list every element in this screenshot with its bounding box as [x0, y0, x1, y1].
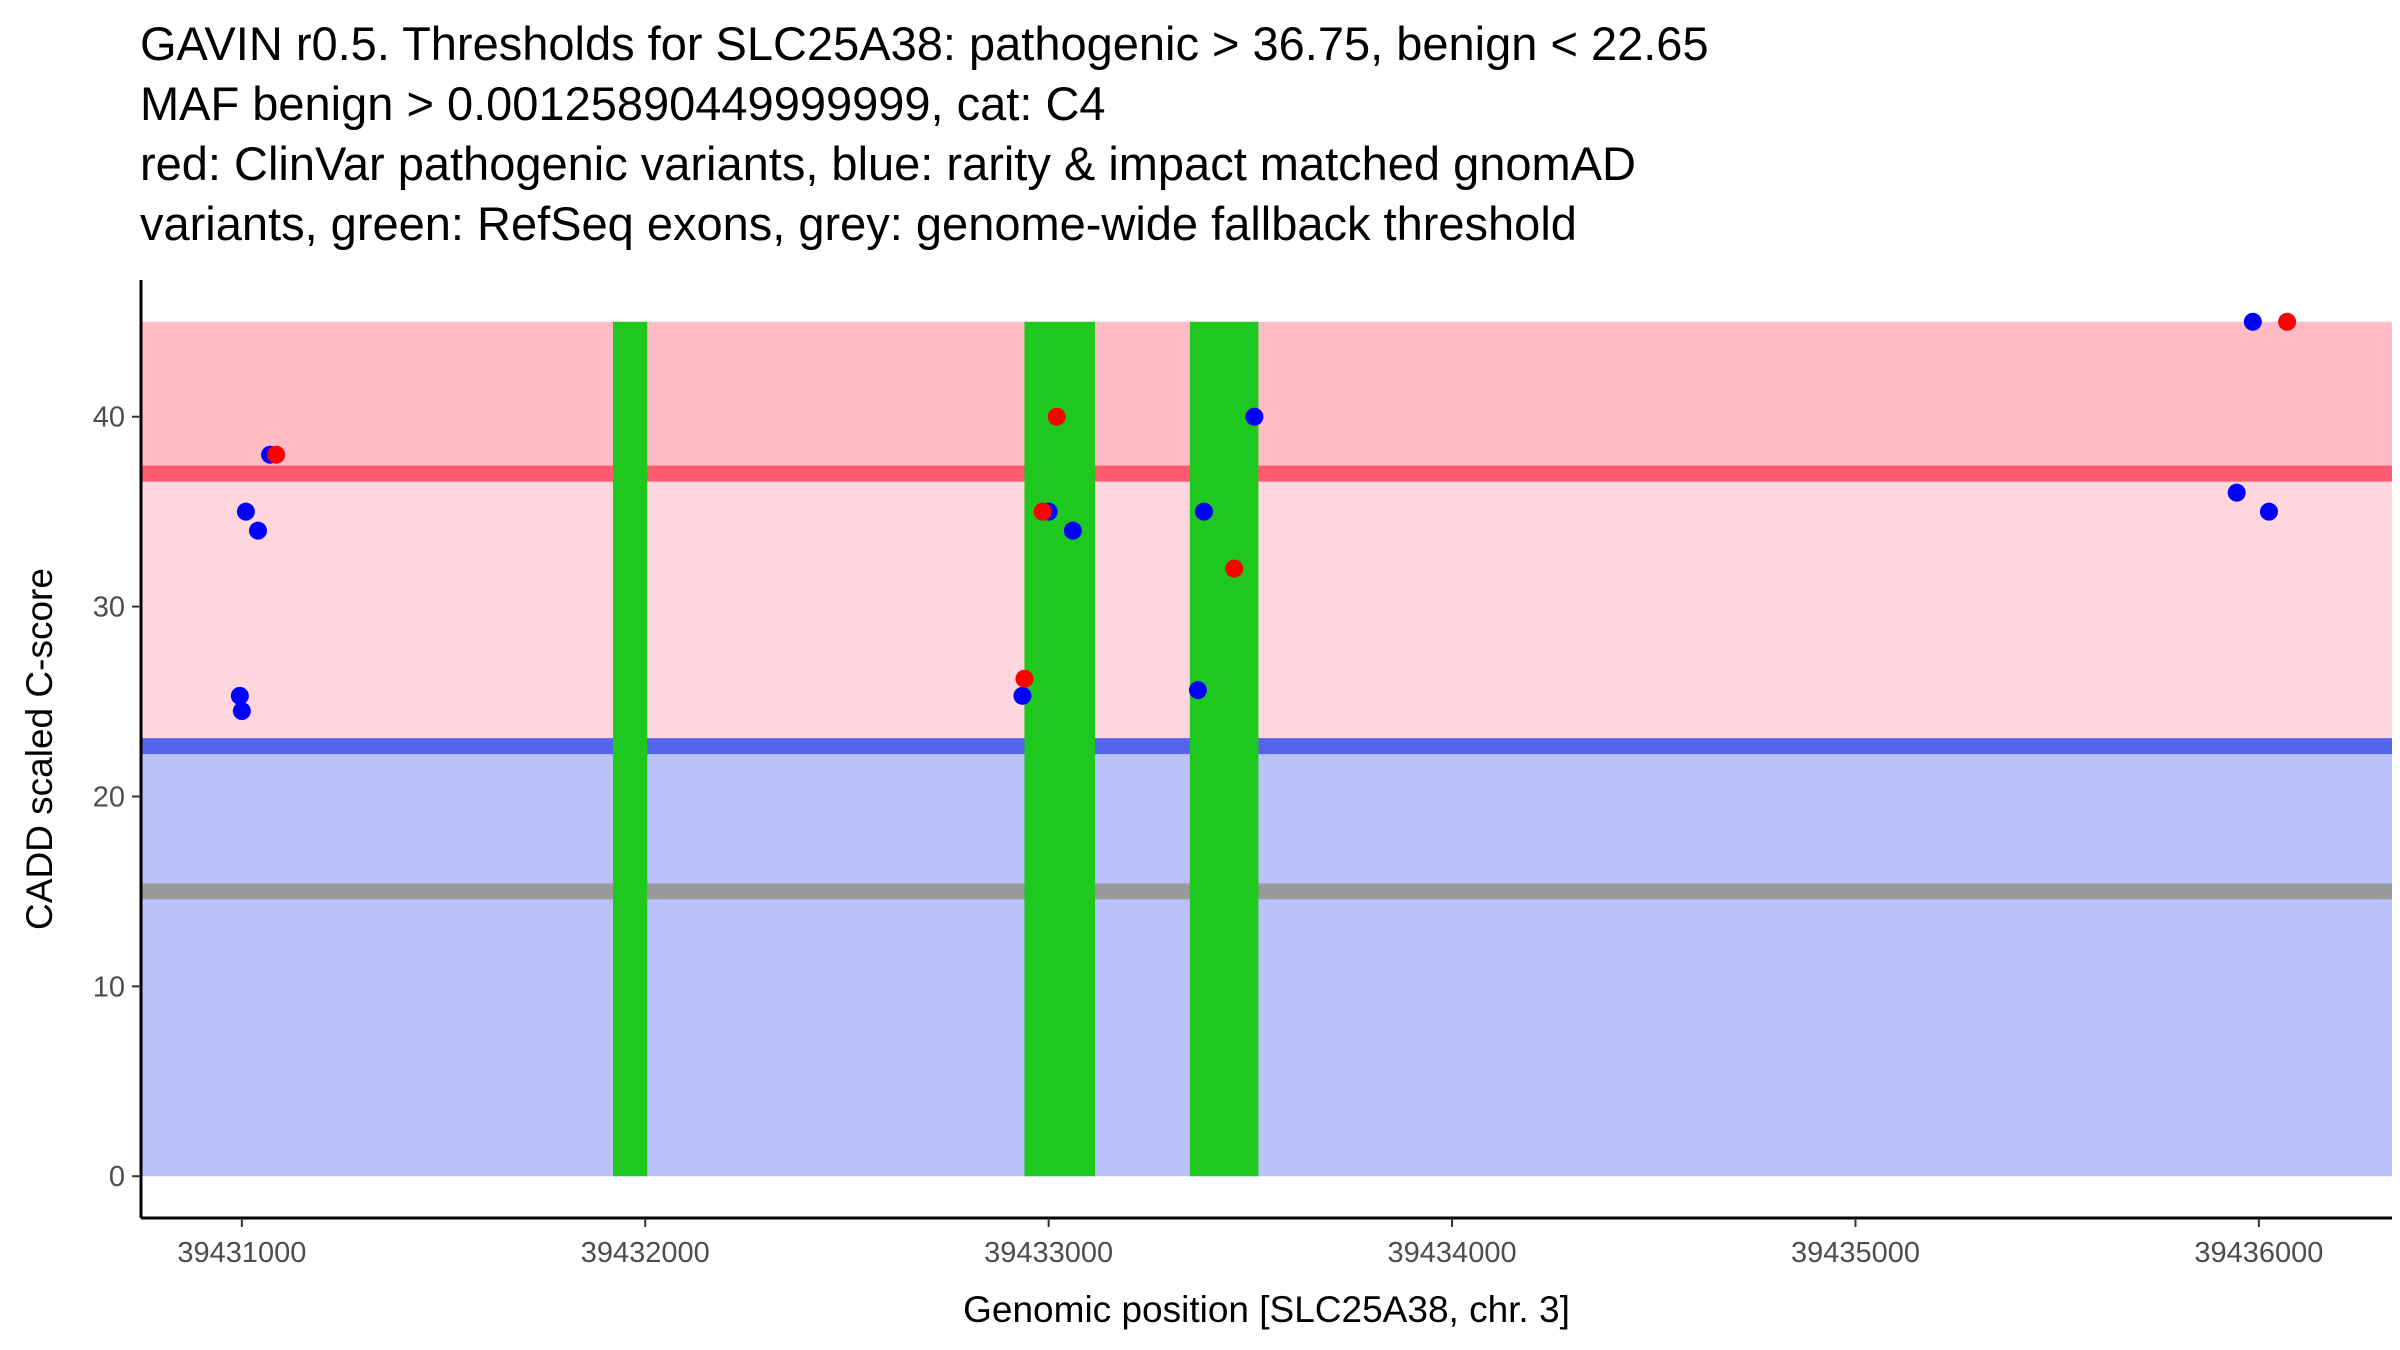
gnomad-variant-point-10	[1188, 681, 1207, 700]
x-tick-label: 39431000	[177, 1237, 306, 1269]
gnomad-variant-point-8	[1013, 686, 1032, 705]
gnomad-variant-point-9	[1194, 502, 1213, 521]
x-tick-label: 39433000	[984, 1237, 1113, 1269]
variant-points	[230, 312, 2297, 721]
clinvar-variant-point-2	[1047, 407, 1066, 426]
x-tick-label: 39434000	[1388, 1237, 1517, 1269]
title-line-3: red: ClinVar pathogenic variants, blue: …	[140, 137, 1636, 190]
x-tick-label: 39435000	[1791, 1237, 1920, 1269]
gnomad-variant-point-13	[2227, 483, 2246, 502]
y-tick-label: 10	[93, 971, 125, 1003]
title-line-2: MAF benign > 0.00125890449999999, cat: C…	[140, 77, 1106, 130]
title-line-4: variants, green: RefSeq exons, grey: gen…	[140, 197, 1577, 250]
axes: 39431000 39432000 39433000 39434000 39435000…	[93, 280, 2392, 1269]
y-tick-label: 20	[93, 781, 125, 813]
benign-region	[141, 746, 2392, 1177]
gnomad-variant-point-5	[232, 702, 251, 721]
gnomad-variant-point-14	[2259, 502, 2278, 521]
gnomad-variant-point-2	[236, 502, 255, 521]
x-axis-title: Genomic position [SLC25A38, chr. 3]	[963, 1289, 1570, 1330]
clinvar-variant-point-4	[1015, 669, 1034, 688]
clinvar-variant-point-3	[1033, 502, 1052, 521]
gnomad-variant-point-7	[1063, 521, 1082, 540]
exon-2	[1024, 321, 1096, 1177]
chart-title: GAVIN r0.5. Thresholds for SLC25A38: pat…	[140, 17, 1709, 250]
y-axis-title: CADD scaled C-score	[19, 568, 60, 930]
title-line-1: GAVIN r0.5. Thresholds for SLC25A38: pat…	[140, 17, 1709, 70]
y-tick-label: 30	[93, 592, 125, 624]
gnomad-variant-point-3	[248, 521, 267, 540]
gnomad-variant-point-4	[230, 686, 249, 705]
y-tick-label: 40	[93, 402, 125, 434]
refseq-exons	[612, 321, 1259, 1177]
clinvar-variant-point-1	[267, 445, 286, 464]
gnomad-variant-point-12	[2243, 312, 2262, 331]
x-tick-label: 39436000	[2194, 1237, 2323, 1269]
score-region-bands	[141, 321, 2392, 1177]
intermediate-region	[141, 478, 2392, 747]
y-tick-label: 0	[109, 1161, 125, 1193]
x-tick-label: 39432000	[581, 1237, 710, 1269]
gnomad-variant-point-11	[1245, 407, 1264, 426]
clinvar-variant-point-6	[2278, 312, 2297, 331]
threshold-lines	[141, 465, 2392, 900]
exon-3	[1189, 321, 1259, 1177]
clinvar-variant-point-5	[1225, 559, 1244, 578]
exon-1	[612, 321, 648, 1177]
pathogenic-region	[141, 321, 2392, 479]
